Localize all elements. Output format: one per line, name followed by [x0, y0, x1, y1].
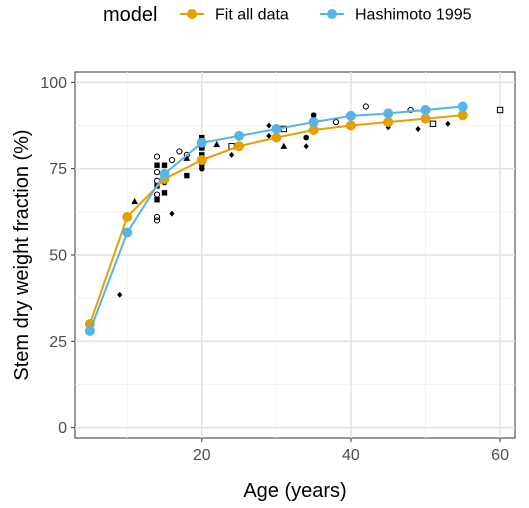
- series-point: [383, 117, 394, 128]
- series-point: [457, 110, 468, 121]
- legend-key-point: [327, 9, 337, 19]
- y-tick-label: 25: [49, 334, 67, 351]
- observation-point: [415, 125, 421, 132]
- observation-point: [407, 106, 414, 114]
- observation-point: [199, 152, 205, 158]
- grid-lines: [75, 72, 515, 438]
- axes: 20 40 60 0 25 50 75 100: [40, 75, 509, 464]
- observation-point: [266, 132, 272, 139]
- observation-point: [168, 156, 176, 164]
- y-tick-label: 0: [58, 420, 67, 437]
- observation-point: [153, 169, 161, 176]
- series-point: [345, 110, 356, 121]
- observation-point: [153, 153, 161, 160]
- observation-point: [154, 197, 160, 203]
- series-point: [234, 141, 245, 152]
- observation-point: [429, 120, 437, 127]
- observation-point: [199, 145, 205, 151]
- observation-point: [229, 151, 235, 158]
- observation-point: [154, 162, 160, 168]
- observation-point: [332, 118, 340, 126]
- observation-point: [199, 134, 205, 141]
- observation-point: [303, 134, 309, 141]
- series-point: [159, 168, 170, 179]
- series-point: [196, 155, 207, 166]
- observation-point: [153, 217, 161, 224]
- observation-point: [153, 213, 161, 221]
- observation-point: [213, 140, 221, 148]
- series-point: [345, 120, 356, 131]
- series-point: [308, 117, 319, 128]
- series-point: [420, 104, 431, 115]
- series-point: [122, 212, 133, 223]
- observation-point: [445, 120, 451, 127]
- observation-point: [176, 148, 183, 155]
- legend-title: model: [103, 4, 157, 26]
- observation-point: [303, 143, 309, 150]
- x-tick-label: 20: [193, 447, 211, 464]
- observation-point: [280, 142, 288, 149]
- model-series: [84, 101, 468, 336]
- observation-point: [161, 190, 168, 196]
- series-point: [196, 137, 207, 148]
- series-point: [420, 113, 431, 124]
- y-tick-label: 75: [49, 161, 67, 178]
- series-point: [271, 123, 282, 134]
- observation-point: [496, 106, 504, 114]
- y-tick-label: 100: [40, 75, 67, 92]
- observation-point: [184, 172, 190, 179]
- observation-point: [117, 291, 123, 298]
- legend-entry-label: Fit all data: [215, 7, 289, 24]
- observation-point: [161, 162, 168, 168]
- legend-key-point: [187, 9, 197, 19]
- series-point: [383, 108, 394, 119]
- series-point: [457, 101, 468, 112]
- y-tick-label: 50: [49, 248, 67, 265]
- x-tick-label: 60: [491, 447, 509, 464]
- observation-point: [183, 151, 190, 158]
- series-point: [271, 132, 282, 143]
- x-axis-label: Age (years): [243, 480, 346, 502]
- y-axis-label: Stem dry weight fraction (%): [11, 129, 33, 380]
- series-point: [122, 227, 133, 238]
- observation-point: [169, 210, 175, 217]
- legend-entry-label: Hashimoto 1995: [355, 7, 472, 24]
- observation-point: [198, 165, 205, 172]
- series-point: [84, 325, 95, 336]
- legend: model Fit all data Hashimoto 1995: [103, 4, 472, 26]
- observation-point: [310, 112, 317, 118]
- observation-point: [266, 122, 272, 129]
- x-tick-label: 40: [342, 447, 360, 464]
- observation-point: [131, 197, 139, 205]
- observation-point: [362, 103, 369, 110]
- series-point: [234, 130, 245, 141]
- series-point: [308, 125, 319, 136]
